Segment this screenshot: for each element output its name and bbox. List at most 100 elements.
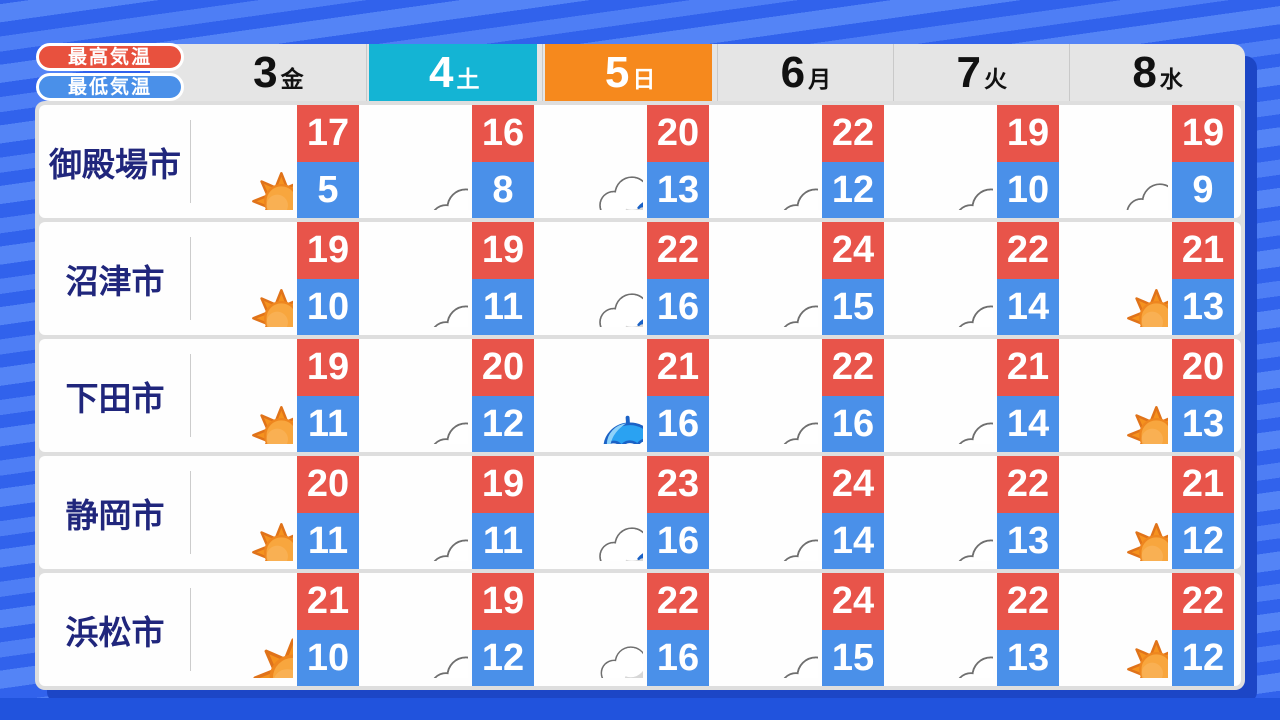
day-weekday: 土 (456, 66, 480, 92)
temperature-stack: 21 12 (1172, 456, 1234, 569)
high-temperature: 24 (822, 573, 884, 630)
temperature-stack: 19 12 (472, 573, 534, 686)
cloud-umbrella-icon (896, 347, 993, 444)
high-temperature: 21 (297, 573, 359, 630)
sun-cloud-icon (1071, 581, 1168, 678)
temperature-stack: 19 10 (297, 222, 359, 335)
temperature-stack: 23 16 (647, 456, 709, 569)
city-forecast-row: 浜松市 21 10 19 12 22 16 24 (39, 573, 1241, 686)
city-forecast-row: 沼津市 19 10 19 11 22 16 24 (39, 222, 1241, 335)
weather-icon-wrap (191, 222, 297, 335)
high-temperature: 24 (822, 222, 884, 279)
low-temperature: 13 (1172, 278, 1234, 335)
low-temperature: 10 (997, 161, 1059, 218)
temperature-stack: 24 15 (822, 222, 884, 335)
forecast-cell: 22 16 (541, 573, 716, 686)
forecast-cell: 21 16 (541, 339, 716, 452)
high-temperature: 21 (997, 339, 1059, 396)
low-temperature: 12 (1172, 512, 1234, 569)
day-header-highlight (544, 44, 713, 101)
low-temperature: 15 (822, 278, 884, 335)
day-header-highlight (368, 44, 537, 101)
temperature-stack: 22 12 (822, 105, 884, 218)
sun-cloud-icon (196, 230, 293, 327)
city-name: 浜松市 (39, 573, 191, 686)
weather-icon-wrap (716, 339, 822, 452)
high-temperature: 20 (1172, 339, 1234, 396)
temperature-stack: 20 13 (647, 105, 709, 218)
low-temperature: 11 (297, 395, 359, 452)
forecast-cell: 20 13 (541, 105, 716, 218)
low-temperature: 14 (997, 395, 1059, 452)
high-temperature: 19 (1172, 105, 1234, 162)
temperature-stack: 21 14 (997, 339, 1059, 452)
forecast-cell: 22 14 (891, 222, 1066, 335)
forecast-table-body: 御殿場市 17 5 16 8 20 13 22 (35, 101, 1245, 690)
high-temperature: 19 (297, 339, 359, 396)
cloud-then-rain-icon (546, 230, 643, 327)
cloud-umbrella-icon (371, 113, 468, 210)
high-temperature: 20 (472, 339, 534, 396)
forecast-cell: 19 10 (191, 222, 366, 335)
high-temperature: 22 (997, 573, 1059, 630)
forecast-cell: 21 12 (1066, 456, 1241, 569)
weather-icon-wrap (1066, 573, 1172, 686)
temperature-stack: 22 16 (822, 339, 884, 452)
cloud-thunder-icon (546, 581, 643, 678)
weather-icon-wrap (891, 105, 997, 218)
high-temperature: 19 (472, 456, 534, 513)
temperature-stack: 22 13 (997, 456, 1059, 569)
low-temperature: 14 (997, 278, 1059, 335)
day-header-cell-5: 5 日 (541, 44, 718, 101)
cloud-umbrella-icon (371, 230, 468, 327)
forecast-cell: 24 15 (716, 222, 891, 335)
cloud-then-rain-icon (546, 464, 643, 561)
low-temperature: 16 (647, 395, 709, 452)
city-forecast-row: 静岡市 20 11 19 11 23 16 24 (39, 456, 1241, 569)
day-number: 3 (253, 47, 278, 97)
weather-icon-wrap (716, 105, 822, 218)
weather-icon-wrap (541, 339, 647, 452)
day-header-cell-4: 4 土 (365, 44, 542, 101)
weather-icon-wrap (716, 222, 822, 335)
high-temperature: 22 (647, 222, 709, 279)
low-temperature: 16 (647, 512, 709, 569)
temperature-stack: 16 8 (472, 105, 534, 218)
forecast-cell: 21 10 (191, 573, 366, 686)
high-temperature: 19 (997, 105, 1059, 162)
city-name: 沼津市 (39, 222, 191, 335)
weather-icon-wrap (366, 339, 472, 452)
day-number: 8 (1132, 47, 1157, 97)
forecast-cell: 17 5 (191, 105, 366, 218)
high-temperature: 22 (997, 222, 1059, 279)
forecast-cell: 21 13 (1066, 222, 1241, 335)
high-temperature: 21 (1172, 456, 1234, 513)
day-header-cell-8: 8 水 (1069, 44, 1245, 101)
high-temperature: 22 (997, 456, 1059, 513)
low-temperature: 10 (297, 278, 359, 335)
low-temp-legend-label: 最低気温 (67, 76, 152, 98)
forecast-cell: 24 14 (716, 456, 891, 569)
sun-icon (196, 581, 293, 678)
low-temperature: 16 (647, 278, 709, 335)
temperature-stack: 21 10 (297, 573, 359, 686)
day-weekday: 水 (1159, 66, 1183, 92)
high-temperature: 21 (647, 339, 709, 396)
low-temperature: 5 (297, 161, 359, 218)
cloud-umbrella-icon (721, 464, 818, 561)
city-name: 御殿場市 (39, 105, 191, 218)
high-temperature: 20 (297, 456, 359, 513)
day-number: 6 (780, 47, 806, 97)
sun-cloud-icon (1071, 347, 1168, 444)
high-temperature: 22 (822, 339, 884, 396)
weather-icon-wrap (541, 456, 647, 569)
forecast-cell: 19 11 (366, 456, 541, 569)
cloud-umbrella-icon (371, 581, 468, 678)
forecast-cell: 20 11 (191, 456, 366, 569)
forecast-cell: 20 13 (1066, 339, 1241, 452)
day-weekday: 月 (808, 66, 832, 92)
forecast-cell: 19 10 (891, 105, 1066, 218)
weather-icon-wrap (191, 573, 297, 686)
cloud-umbrella-icon (896, 581, 993, 678)
low-temperature: 13 (997, 629, 1059, 686)
